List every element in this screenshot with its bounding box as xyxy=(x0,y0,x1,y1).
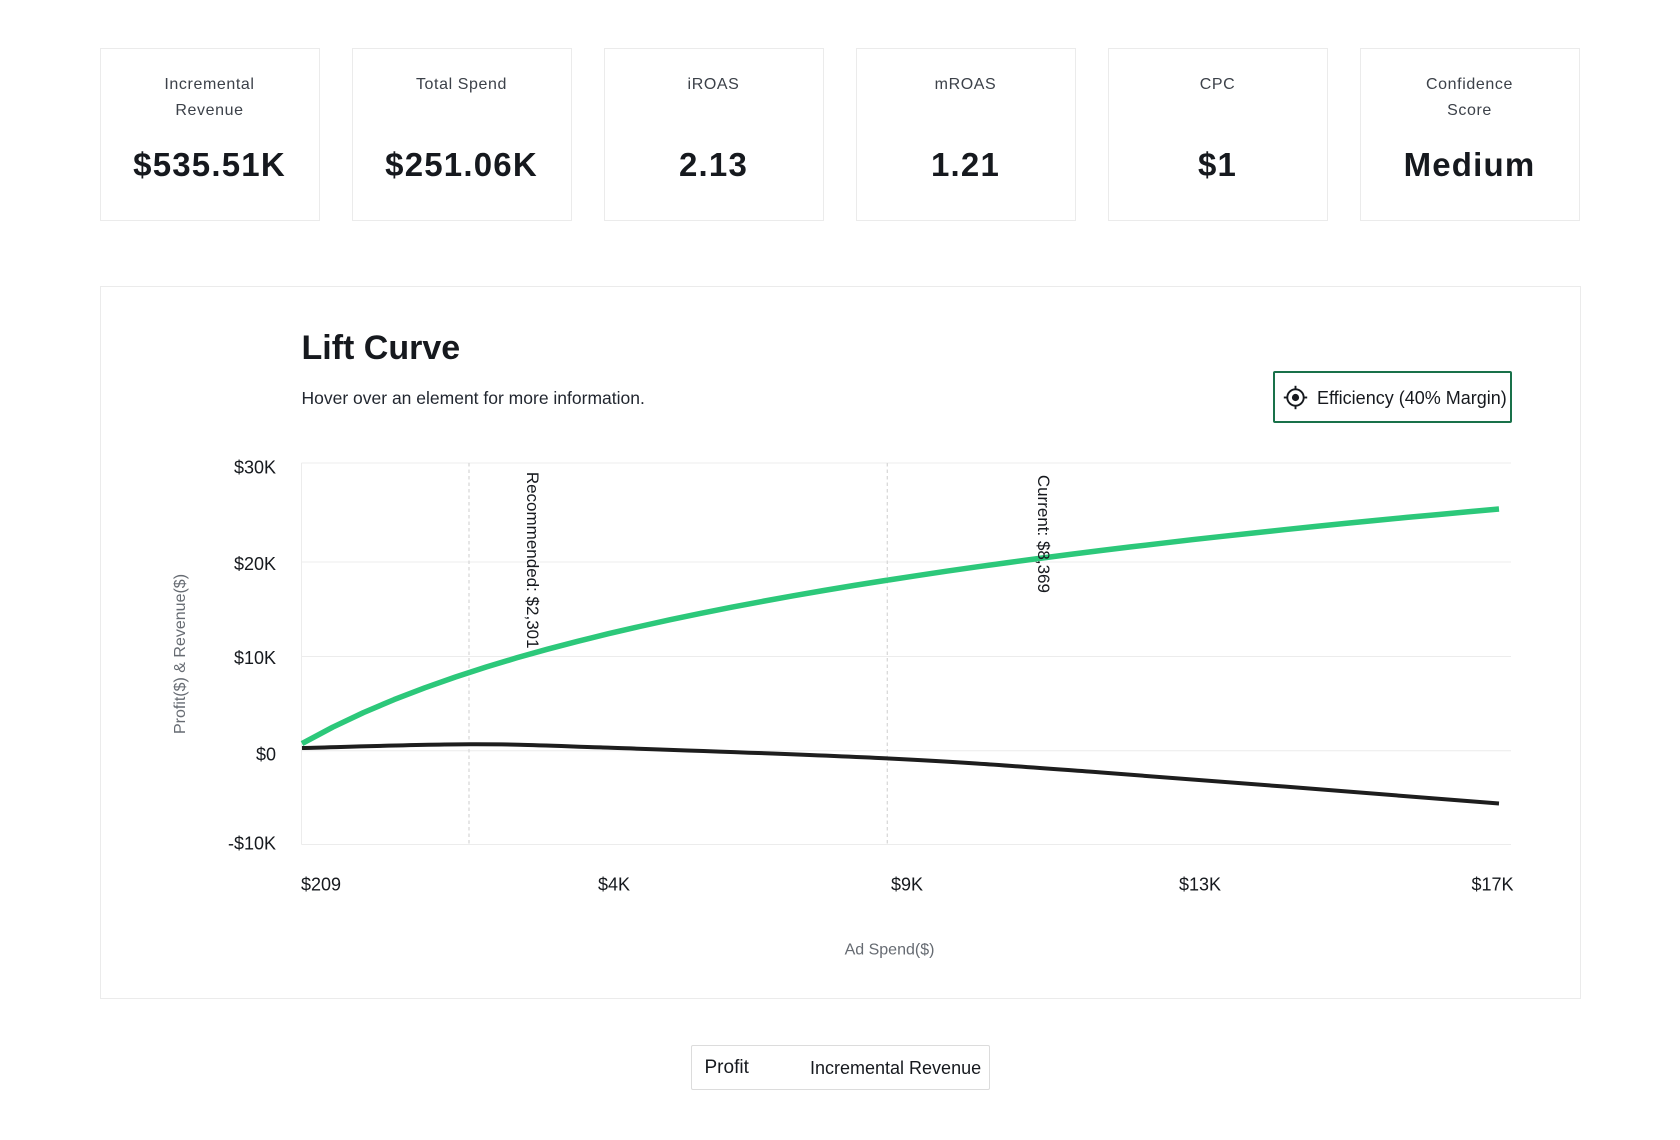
svg-text:$30K: $30K xyxy=(234,458,276,478)
svg-text:Current: $8,369: Current: $8,369 xyxy=(1034,475,1053,593)
svg-text:$9K: $9K xyxy=(891,875,923,895)
svg-text:Ad Spend($): Ad Spend($) xyxy=(845,942,935,959)
svg-text:$0: $0 xyxy=(256,744,276,764)
svg-text:$209: $209 xyxy=(301,875,341,895)
svg-text:$17K: $17K xyxy=(1471,875,1513,895)
svg-text:-$10K: -$10K xyxy=(228,834,276,854)
svg-text:$13K: $13K xyxy=(1179,875,1221,895)
svg-text:$10K: $10K xyxy=(234,648,276,668)
svg-text:Recommended: $2,301: Recommended: $2,301 xyxy=(523,472,542,649)
svg-text:$4K: $4K xyxy=(598,875,630,895)
svg-text:Profit($) & Revenue($): Profit($) & Revenue($) xyxy=(172,574,189,734)
svg-text:$20K: $20K xyxy=(234,554,276,574)
